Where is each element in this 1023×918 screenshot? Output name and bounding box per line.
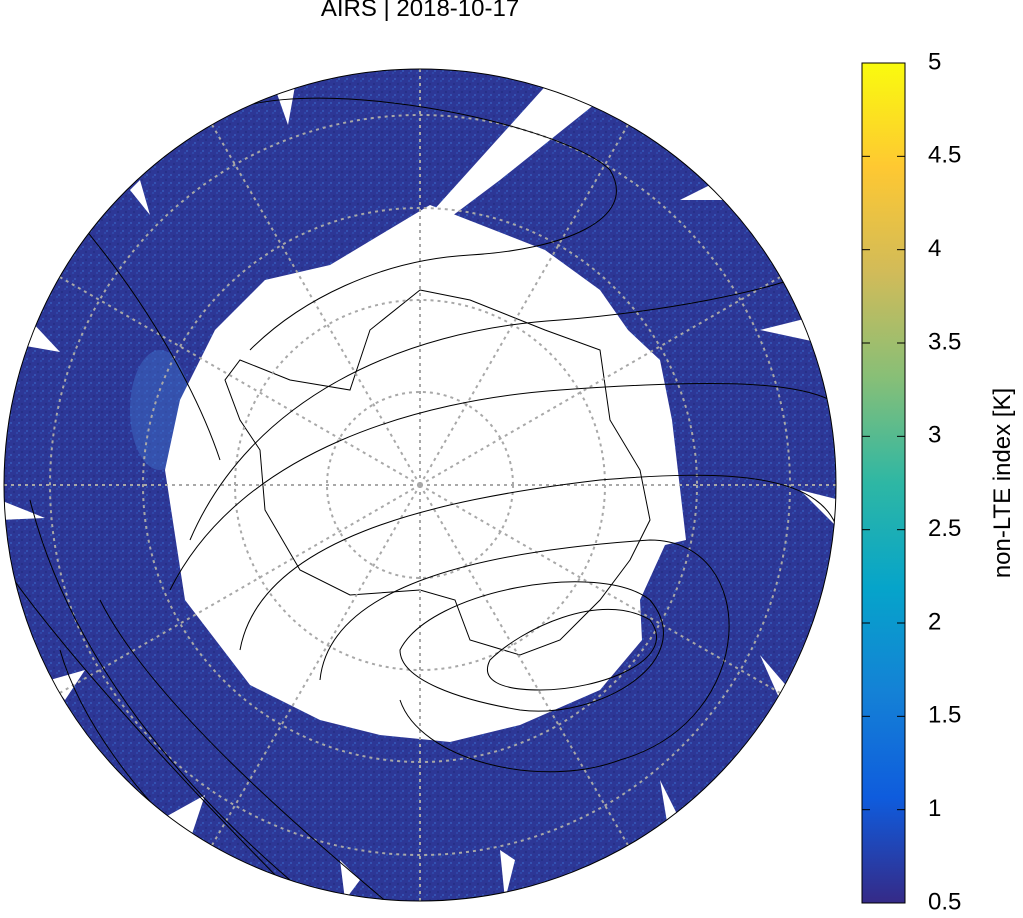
colorbar-tick-label: 0.5 — [928, 888, 961, 913]
colorbar-tick-label: 3.5 — [928, 328, 961, 355]
meridian — [209, 484, 421, 850]
colorbar-tick-label: 4.5 — [928, 142, 961, 169]
colorbar-tick-label: 4 — [928, 235, 941, 262]
meridian — [419, 484, 785, 696]
map-title: AIRS | 2018-10-17 — [321, 0, 519, 22]
meridian — [419, 274, 785, 486]
colorbar — [861, 62, 906, 904]
colorbar-tick-label: 3 — [928, 422, 941, 449]
map-border — [3, 68, 837, 902]
meridian — [419, 484, 631, 850]
meridian — [419, 120, 631, 486]
colorbar-tick-label: 5 — [928, 48, 941, 75]
colorbar-label: non-LTE index [K] — [989, 388, 1016, 578]
meridian — [55, 274, 421, 486]
colorbar-tick-label: 1.5 — [928, 702, 961, 729]
meridian — [55, 484, 421, 696]
colorbar-tick-label: 2 — [928, 608, 941, 635]
map-area — [4, 69, 836, 901]
colorbar-tick-label: 2.5 — [928, 515, 961, 542]
colorbar-tick-label: 1 — [928, 795, 941, 822]
meridian — [209, 120, 421, 486]
